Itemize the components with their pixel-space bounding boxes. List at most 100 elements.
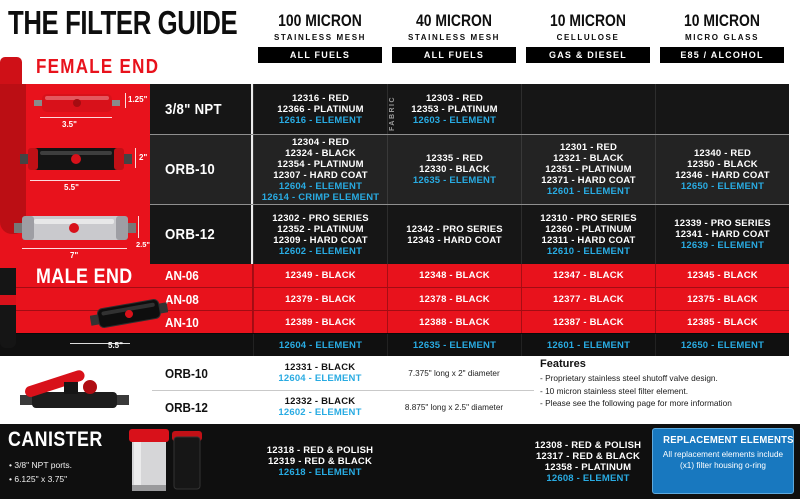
element-number: 12604 - ELEMENT (278, 339, 363, 351)
row-an06: AN-06 12349 - BLACK 12348 - BLACK 12347 … (0, 264, 789, 287)
element-number: 12610 - ELEMENT (546, 245, 631, 257)
part-number: 12377 - BLACK (553, 293, 624, 305)
feature-bullet: - 10 micron stainless steel filter eleme… (540, 385, 689, 396)
orb12-filter-image (14, 216, 136, 240)
port-label: AN-06 (165, 268, 199, 283)
length-dim: 5.5" (64, 183, 79, 192)
row-label-cell: ORB-10 (0, 135, 253, 204)
part-number: 12301 - RED (559, 142, 618, 153)
part-number: 12387 - BLACK (553, 316, 624, 328)
part-number: 12375 - BLACK (687, 293, 758, 305)
column-header-100-micron: 100 MICRON STAINLESS MESH ALL FUELS (253, 11, 387, 63)
part-number: 12351 - PLATINUM (545, 164, 632, 175)
part-number: 12332 - BLACK (284, 396, 356, 407)
part-number: 12310 - PRO SERIES (540, 212, 637, 224)
row-label-cell: AN-08 (0, 288, 253, 310)
fuel-badge: GAS & DIESEL (526, 47, 650, 63)
micron-rating: 10 MICRON (550, 11, 626, 30)
part-number: 12309 - HARD COAT (273, 234, 368, 246)
element-number: 12604 - ELEMENT (278, 373, 362, 384)
part-number: 12353 - PLATINUM (411, 103, 498, 115)
row-label-cell: 3/8" NPT (0, 84, 253, 134)
media-type: CELLULOSE (556, 33, 620, 42)
shutoff-row-orb12: ORB-12 12332 - BLACK 12602 - ELEMENT 8.8… (0, 390, 789, 424)
port-label: ORB-10 (165, 365, 208, 381)
parts-cell: 12339 - PRO SERIES 12341 - HARD COAT 12639… (655, 205, 789, 264)
part-number: 12378 - BLACK (419, 293, 490, 305)
replacement-box-body: All replacement elements include (x1) fi… (662, 450, 784, 470)
part-number: 12385 - BLACK (687, 316, 758, 328)
part-number: 12308 - RED & POLISH (534, 439, 642, 451)
part-number: 12379 - BLACK (285, 293, 356, 305)
canister-section: CANISTER • 3/8" NPT ports. • 6.125" x 3.7… (0, 424, 800, 499)
media-type: STAINLESS MESH (273, 33, 367, 42)
measure-line (40, 117, 112, 118)
part-number: 12346 - HARD COAT (675, 169, 770, 181)
part-number: 12343 - HARD COAT (407, 234, 502, 246)
section-male-end-label: MALE END (36, 265, 133, 288)
part-number: 12342 - PRO SERIES (406, 223, 503, 235)
part-number: 12318 - RED & POLISH (266, 445, 374, 456)
canister-spec-bullet: • 3/8" NPT ports. (9, 460, 72, 470)
parts-cell: 12335 - RED 12330 - BLACK 12635 - ELEMENT (387, 135, 521, 204)
element-number: 12602 - ELEMENT (278, 245, 363, 257)
part-number: 12304 - RED (291, 136, 350, 148)
part-number: 12316 - RED (291, 92, 350, 104)
measure-line (135, 148, 136, 168)
orb10-filter-image (20, 148, 132, 170)
micron-rating: 100 MICRON (278, 11, 362, 30)
port-label: ORB-10 (165, 161, 215, 178)
part-number: 12345 - BLACK (687, 270, 758, 281)
replacement-box-title: REPLACEMENT ELEMENTS (663, 435, 794, 446)
column-header-40-micron: 40 MICRON STAINLESS MESH ALL FUELS (387, 11, 521, 63)
male-filter-image (90, 299, 168, 328)
part-number: 12330 - BLACK (419, 164, 490, 175)
replacement-elements-box: REPLACEMENT ELEMENTS All replacement ele… (652, 428, 794, 494)
feature-bullet: - Please see the following page for more… (540, 398, 732, 408)
parts-cell: FABRIC 12303 - RED 12353 - PLATINUM 12603 … (387, 84, 521, 134)
features-block: Features - Proprietary stainless steel s… (540, 358, 792, 410)
element-number: 12639 - ELEMENT (680, 240, 765, 251)
parts-cell: 12301 - RED 12321 - BLACK 12351 - PLATINUM… (521, 135, 655, 204)
port-label: ORB-12 (165, 399, 208, 415)
port-label: 3/8" NPT (165, 100, 222, 118)
size-note: 7.375" long x 2" diameter (408, 368, 500, 378)
parts-cell: 12304 - RED 12324 - BLACK 12354 - PLATINUM… (253, 135, 387, 204)
parts-cell-empty (655, 84, 789, 134)
features-title: Features (540, 358, 586, 370)
part-number: 12335 - RED (425, 153, 484, 164)
part-number: 12339 - PRO SERIES (674, 218, 771, 229)
element-number: 12650 - ELEMENT (680, 339, 765, 351)
parts-cell-empty (521, 84, 655, 134)
fuel-badge: E85 / ALCOHOL (660, 47, 784, 63)
row-label-cell: ORB-12 (0, 390, 253, 424)
section-female-end-label: FEMALE END (36, 56, 160, 78)
measure-line (70, 343, 130, 344)
element-number: 12601 - ELEMENT (546, 186, 631, 197)
column-header-10-micron-microglass: 10 MICRON MICRO GLASS E85 / ALCOHOL (655, 11, 789, 63)
part-number: 12366 - PLATINUM (277, 103, 364, 115)
measure-line (22, 248, 127, 249)
element-number: 12614 - CRIMP ELEMENT (261, 191, 380, 203)
part-number: 12324 - BLACK (285, 147, 356, 159)
port-label: ORB-12 (165, 226, 215, 243)
part-number: 12348 - BLACK (419, 270, 490, 281)
parts-cell: 12342 - PRO SERIES 12343 - HARD COAT (387, 205, 521, 264)
fuel-pump-image (0, 57, 22, 84)
measure-line (138, 216, 139, 238)
part-number: 12319 - RED & BLACK (267, 456, 373, 467)
row-label-cell: ORB-12 (0, 205, 253, 264)
an-fitting-image (0, 268, 16, 348)
canister-filter-image (129, 429, 202, 491)
shutoff-row-orb10: ORB-10 12331 - BLACK 12604 - ELEMENT 7.3… (0, 356, 789, 390)
part-number: 12389 - BLACK (285, 316, 356, 328)
micron-rating: 40 MICRON (416, 11, 492, 30)
parts-cell: 12308 - RED & POLISH 12317 - RED & BLACK 1… (521, 424, 655, 499)
page-title: THE FILTER GUIDE (8, 4, 238, 41)
port-label: AN-10 (165, 314, 199, 330)
diameter-dim: 2" (139, 153, 148, 162)
element-number: 12604 - ELEMENT (278, 180, 363, 192)
part-number: 12352 - PLATINUM (277, 223, 364, 235)
element-number: 12608 - ELEMENT (546, 472, 630, 484)
